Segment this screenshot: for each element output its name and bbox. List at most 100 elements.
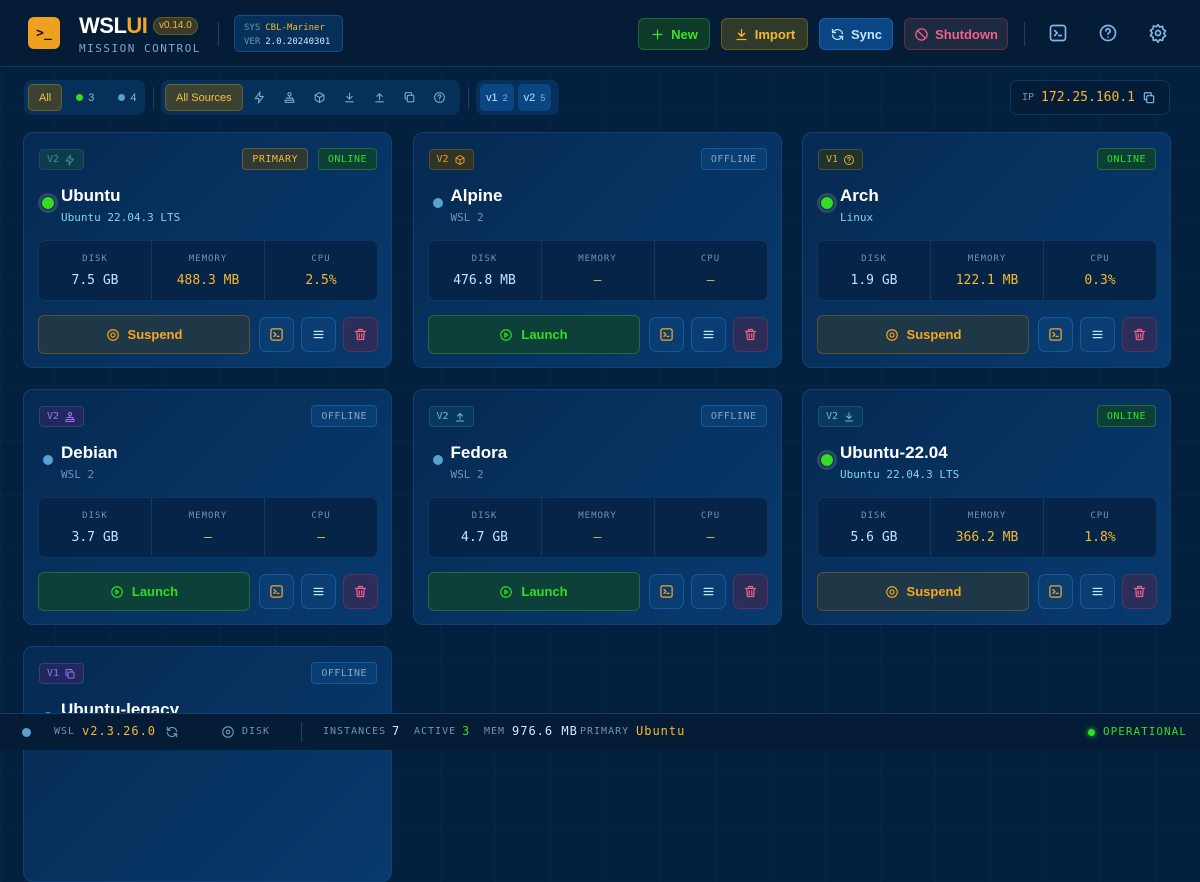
version-filter-v2[interactable]: v2 5 xyxy=(517,84,552,111)
state-filter-0[interactable]: All xyxy=(28,84,63,111)
terminal-button[interactable] xyxy=(1048,23,1068,43)
copy-ip-button[interactable] xyxy=(1142,91,1156,105)
sys-label: SYS xyxy=(244,23,261,33)
instance-card[interactable]: V2 ONLINE Ubuntu-22.04 Ubuntu 22.04.3 LTS … xyxy=(802,389,1171,625)
version-label: V2 xyxy=(47,411,60,422)
upload-icon xyxy=(373,91,386,104)
menu-button[interactable] xyxy=(301,574,336,609)
stat-label: CPU xyxy=(700,510,721,521)
refresh-icon[interactable] xyxy=(165,725,179,739)
instance-stats: DISK 7.5 GB MEMORY 488.3 MB CPU 2.5% xyxy=(38,240,378,301)
stop-circle-icon xyxy=(106,328,120,342)
source-filter-upload[interactable] xyxy=(367,84,393,111)
memory-value: 122.1 MB xyxy=(955,272,1019,288)
import-button[interactable]: Import xyxy=(721,18,808,50)
instance-description: WSL 2 xyxy=(61,468,95,481)
delete-button[interactable] xyxy=(732,574,768,609)
state-filter-2[interactable]: 4 xyxy=(108,84,146,111)
menu-button[interactable] xyxy=(690,317,726,352)
status-dot xyxy=(432,198,443,208)
terminal-button[interactable] xyxy=(1038,574,1073,609)
source-filter-store[interactable] xyxy=(277,84,303,111)
status-indicator xyxy=(428,193,448,213)
chip-label: v1 xyxy=(486,91,498,104)
memory-value: 366.2 MB xyxy=(955,529,1019,545)
terminal-button[interactable] xyxy=(1038,317,1073,352)
help-icon xyxy=(843,154,855,166)
launch-button[interactable]: Launch xyxy=(427,315,640,354)
instance-card[interactable]: V1 ONLINE Arch Linux DISK 1.9 GB MEMORY 122.… xyxy=(802,132,1171,368)
help-button[interactable] xyxy=(1098,23,1118,43)
terminal-button[interactable] xyxy=(648,574,684,609)
suspend-button[interactable]: Suspend xyxy=(38,315,250,354)
menu-button[interactable] xyxy=(1080,317,1115,352)
disk-stat: DISK 4.7 GB xyxy=(429,498,542,557)
launch-button[interactable]: Launch xyxy=(38,572,250,611)
status-badge: ONLINE xyxy=(317,148,377,170)
stat-label: MEMORY xyxy=(188,510,228,521)
menu-icon xyxy=(1090,327,1105,342)
source-filter: All Sources xyxy=(161,80,460,115)
source-filter-package[interactable] xyxy=(307,84,333,111)
state-filter-1[interactable]: 3 xyxy=(66,84,104,111)
brand-wsl: WSL xyxy=(79,13,127,38)
menu-button[interactable] xyxy=(690,574,726,609)
store-icon xyxy=(64,411,76,423)
play-circle-icon xyxy=(499,328,513,342)
instance-stats: DISK 3.7 GB MEMORY — CPU — xyxy=(38,497,378,558)
all-sources-filter[interactable]: All Sources xyxy=(165,84,243,111)
disk-stat: DISK 1.9 GB xyxy=(818,241,931,300)
shutdown-button[interactable]: Shutdown xyxy=(904,18,1008,50)
cpu-value: 2.5% xyxy=(305,272,337,288)
primary-value: Ubuntu xyxy=(636,724,686,738)
divider xyxy=(301,722,302,742)
terminal-button[interactable] xyxy=(259,574,294,609)
terminal-icon xyxy=(1048,584,1063,599)
disk-label[interactable]: DISK xyxy=(242,726,271,737)
terminal-button[interactable] xyxy=(648,317,684,352)
menu-button[interactable] xyxy=(1080,574,1115,609)
divider xyxy=(153,87,154,109)
instance-card[interactable]: V2 OFFLINE Alpine WSL 2 DISK 476.8 MB MEMOR… xyxy=(412,132,782,368)
suspend-button[interactable]: Suspend xyxy=(817,315,1029,354)
instance-card[interactable]: V2 PRIMARY ONLINE Ubuntu Ubuntu 22.04.3 LTS… xyxy=(23,132,392,368)
suspend-button[interactable]: Suspend xyxy=(817,572,1029,611)
source-filter-copy[interactable] xyxy=(397,84,423,111)
version-label: V1 xyxy=(826,154,839,165)
gear-button[interactable] xyxy=(1148,23,1168,44)
download-icon xyxy=(734,27,749,42)
delete-button[interactable] xyxy=(1122,574,1157,609)
delete-button[interactable] xyxy=(343,574,378,609)
bolt-icon xyxy=(64,154,76,166)
instance-card[interactable]: V1 OFFLINE Ubuntu-legacy xyxy=(23,646,392,882)
menu-button[interactable] xyxy=(301,317,336,352)
status-dot xyxy=(76,94,84,101)
stat-label: DISK xyxy=(471,253,498,264)
stat-label: MEMORY xyxy=(967,253,1007,264)
sync-button[interactable]: Sync xyxy=(819,18,893,50)
instance-card[interactable]: V2 OFFLINE Fedora WSL 2 DISK 4.7 GB MEMORY —… xyxy=(412,389,782,625)
delete-button[interactable] xyxy=(732,317,768,352)
menu-icon xyxy=(701,327,716,342)
package-icon xyxy=(313,91,326,104)
source-filter-bolt[interactable] xyxy=(247,84,273,111)
download-icon xyxy=(843,411,855,423)
terminal-icon xyxy=(659,584,674,599)
status-dot xyxy=(118,94,126,101)
instance-card[interactable]: V2 OFFLINE Debian WSL 2 DISK 3.7 GB MEMORY —… xyxy=(23,389,392,625)
launch-button[interactable]: Launch xyxy=(427,572,640,611)
disk-icon[interactable] xyxy=(221,725,235,739)
source-filter-download[interactable] xyxy=(337,84,363,111)
new-button[interactable]: New xyxy=(638,18,710,50)
button-label: Launch xyxy=(521,327,568,342)
instance-name: Alpine xyxy=(450,186,503,205)
source-filter-help[interactable] xyxy=(427,84,453,111)
status-badge: OFFLINE xyxy=(700,405,767,427)
delete-button[interactable] xyxy=(343,317,378,352)
terminal-button[interactable] xyxy=(259,317,294,352)
version-badge: V2 xyxy=(428,149,474,170)
terminal-icon xyxy=(1048,327,1063,342)
delete-button[interactable] xyxy=(1122,317,1157,352)
version-filter-v1[interactable]: v1 2 xyxy=(480,84,514,111)
app-logo: >_ xyxy=(28,17,60,49)
